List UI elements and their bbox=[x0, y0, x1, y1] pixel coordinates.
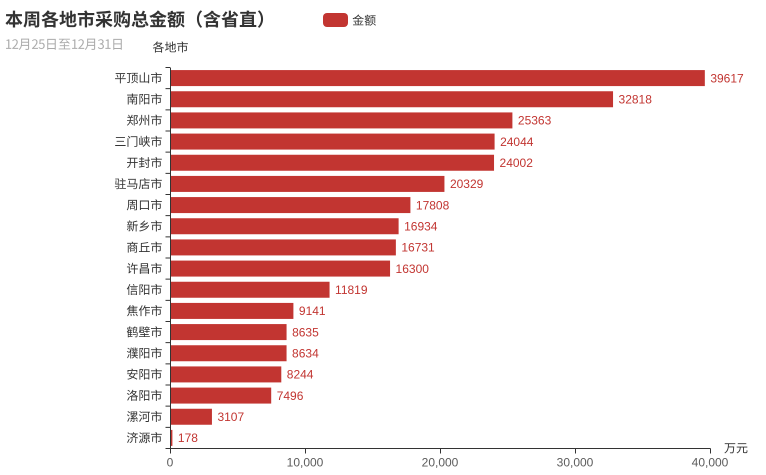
svg-text:3107: 3107 bbox=[217, 410, 244, 424]
svg-text:9141: 9141 bbox=[299, 304, 326, 318]
svg-text:11819: 11819 bbox=[335, 283, 368, 297]
svg-text:40,000: 40,000 bbox=[692, 456, 729, 470]
svg-text:17808: 17808 bbox=[416, 198, 450, 212]
svg-text:7496: 7496 bbox=[277, 389, 304, 403]
svg-text:25363: 25363 bbox=[518, 114, 552, 128]
svg-text:24044: 24044 bbox=[500, 135, 534, 149]
svg-text:8244: 8244 bbox=[287, 368, 314, 382]
svg-text:10,000: 10,000 bbox=[287, 456, 324, 470]
svg-text:16934: 16934 bbox=[404, 220, 438, 234]
svg-text:16300: 16300 bbox=[396, 262, 430, 276]
svg-text:39617: 39617 bbox=[710, 71, 744, 85]
svg-text:20,000: 20,000 bbox=[422, 456, 459, 470]
svg-text:8634: 8634 bbox=[292, 347, 319, 361]
svg-text:16731: 16731 bbox=[401, 241, 435, 255]
svg-text:0: 0 bbox=[167, 456, 174, 470]
svg-text:20329: 20329 bbox=[450, 177, 484, 191]
svg-text:30,000: 30,000 bbox=[557, 456, 594, 470]
svg-text:178: 178 bbox=[178, 431, 198, 445]
svg-text:24002: 24002 bbox=[500, 156, 534, 170]
svg-text:32818: 32818 bbox=[619, 93, 653, 107]
svg-text:8635: 8635 bbox=[292, 325, 319, 339]
